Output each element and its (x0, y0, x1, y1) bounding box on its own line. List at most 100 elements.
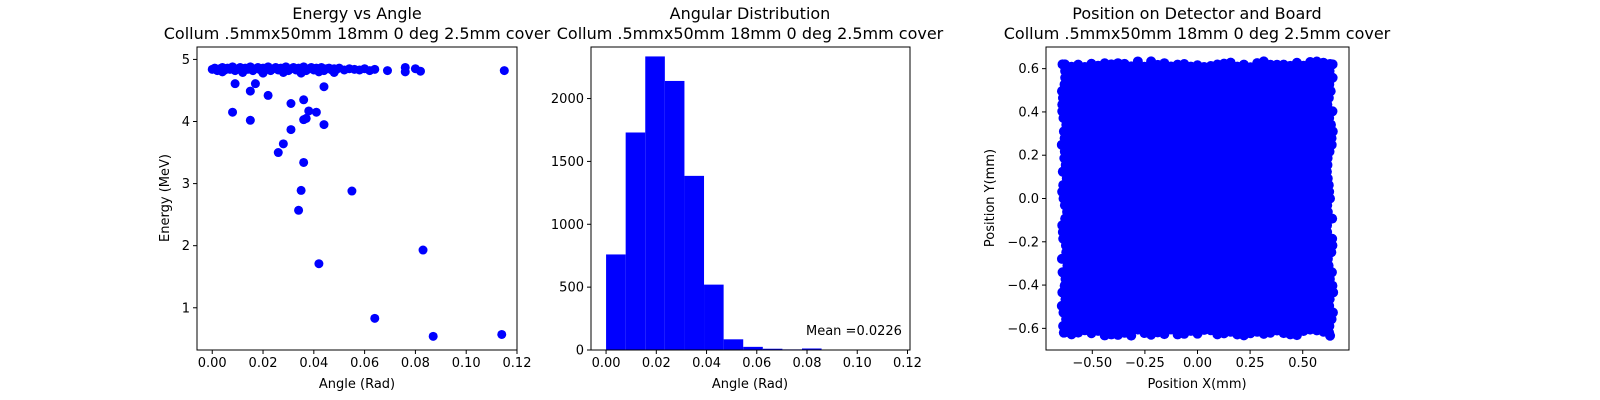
chart1-x-tick-label: 0.06 (350, 356, 379, 371)
chart1-point (370, 64, 380, 74)
chart3-x-label: Position X(mm) (1147, 377, 1246, 392)
chart2-bar (664, 80, 685, 351)
chart1-point (314, 67, 324, 77)
chart1-x-tick-label: 0.04 (299, 356, 328, 371)
chart1-point (499, 66, 509, 76)
chart2-bar (762, 348, 783, 350)
chart3-point (1062, 260, 1073, 271)
chart1-point (230, 79, 240, 89)
chart3-x-tick-label: 0.50 (1288, 356, 1317, 371)
chart3-point-cloud (1064, 64, 1331, 333)
chart2-y-tick-label: 0 (576, 344, 584, 359)
chart3-point (1327, 59, 1338, 70)
chart2-y-tick-label: 2000 (551, 92, 584, 107)
chart3-title: Position on Detector and Board (1072, 4, 1321, 23)
chart1-point (314, 259, 324, 269)
chart3-points (1056, 56, 1339, 341)
chart1-x-tick-label: 0.12 (503, 356, 532, 371)
chart1-point (278, 139, 288, 149)
chart1-point (415, 66, 425, 76)
chart1-point (299, 157, 309, 167)
chart2-bar (625, 132, 646, 350)
chart2-frame (590, 46, 911, 351)
chart1-point (273, 148, 283, 158)
chart2-subtitle: Collum .5mmx50mm 18mm 0 deg 2.5mm cover (557, 24, 944, 43)
chart1-subtitle: Collum .5mmx50mm 18mm 0 deg 2.5mm cover (164, 24, 551, 43)
chart2-y-tick-label: 500 (559, 281, 584, 296)
chart2-y-tick-label: 1500 (551, 155, 584, 170)
chart1-point (370, 313, 380, 323)
chart3-x-tick-label: 0.00 (1183, 356, 1212, 371)
chart1-y-tick-label: 4 (182, 115, 190, 130)
chart1-point (228, 107, 238, 117)
chart1-x-label: Angle (Rad) (319, 377, 395, 392)
chart2-x-tick-label: 0.00 (592, 356, 621, 371)
chart1-point (319, 120, 329, 130)
chart1-point (329, 67, 339, 77)
chart2-x-tick-label: 0.08 (793, 356, 822, 371)
chart2-bar (743, 346, 763, 350)
chart3-x-tick-label: −0.50 (1072, 356, 1112, 371)
chart2-bar (645, 56, 665, 351)
chart1-point (263, 90, 273, 100)
chart2-bar (606, 254, 626, 350)
chart3-y-label: Position Y(mm) (983, 149, 998, 247)
chart1-point (299, 95, 309, 105)
chart1-points (207, 62, 509, 341)
chart1-point (497, 329, 507, 339)
chart3-y-ticks: −0.6 −0.4 −0.2 0.0 0.2 0.4 0.6 (1007, 62, 1046, 337)
chart1-y-ticks: 1 2 3 4 5 (182, 53, 197, 316)
chart3-y-tick-label: −0.6 (1007, 322, 1039, 337)
chart-position-on-detector: Position on Detector and Board Collum .5… (983, 4, 1391, 392)
chart1-point (238, 67, 248, 77)
chart2-bar (801, 348, 822, 350)
chart2-y-ticks: 0 500 1000 1500 2000 (551, 92, 591, 359)
chart-angular-distribution: Angular Distribution Collum .5mmx50mm 18… (551, 4, 944, 392)
chart2-mean-annotation: Mean =0.0226 (806, 324, 902, 339)
chart1-point (294, 205, 304, 215)
chart3-y-tick-label: −0.4 (1007, 279, 1039, 294)
chart3-y-tick-label: 0.4 (1018, 105, 1039, 120)
chart2-x-tick-label: 0.02 (642, 356, 671, 371)
chart2-title: Angular Distribution (670, 4, 831, 23)
chart1-point (400, 67, 410, 77)
chart1-point (382, 66, 392, 76)
chart2-bar (684, 175, 705, 350)
chart3-y-tick-label: 0.0 (1018, 192, 1039, 207)
chart1-point (347, 186, 357, 196)
chart1-x-tick-label: 0.10 (452, 356, 481, 371)
chart1-y-tick-label: 3 (182, 177, 190, 192)
chart1-point (286, 125, 296, 135)
chart2-x-tick-label: 0.04 (692, 356, 721, 371)
chart1-point (301, 113, 311, 123)
chart1-x-ticks: 0.00 0.02 0.04 0.06 0.08 0.10 0.12 (198, 350, 532, 371)
chart3-x-ticks: −0.50 −0.25 0.00 0.25 0.50 (1072, 350, 1317, 371)
chart1-x-tick-label: 0.00 (198, 356, 227, 371)
chart1-point (418, 245, 428, 255)
chart2-bar (723, 339, 744, 350)
chart-energy-vs-angle: Energy vs Angle Collum .5mmx50mm 18mm 0 … (158, 4, 551, 392)
chart1-point (286, 99, 296, 109)
chart2-bars (606, 56, 900, 351)
chart1-y-tick-label: 1 (182, 301, 190, 316)
chart3-point (1057, 59, 1068, 70)
chart1-y-tick-label: 2 (182, 239, 190, 254)
chart1-point (245, 115, 255, 125)
chart2-bar (704, 284, 724, 350)
chart1-y-tick-label: 5 (182, 53, 190, 68)
chart3-y-tick-label: 0.6 (1018, 62, 1039, 77)
chart1-title: Energy vs Angle (292, 4, 422, 23)
chart1-point (250, 79, 260, 89)
chart3-x-tick-label: −0.25 (1125, 356, 1165, 371)
chart3-y-tick-label: −0.2 (1007, 235, 1039, 250)
chart1-point (217, 67, 227, 77)
chart2-x-ticks: 0.00 0.02 0.04 0.06 0.08 0.10 0.12 (592, 350, 922, 371)
chart3-y-tick-label: 0.2 (1018, 149, 1039, 164)
chart1-frame (196, 46, 518, 351)
chart1-point (304, 106, 314, 116)
chart1-x-tick-label: 0.08 (401, 356, 430, 371)
chart2-x-tick-label: 0.10 (843, 356, 872, 371)
chart1-point (245, 86, 255, 96)
chart2-x-tick-label: 0.06 (742, 356, 771, 371)
chart1-point (296, 185, 306, 195)
